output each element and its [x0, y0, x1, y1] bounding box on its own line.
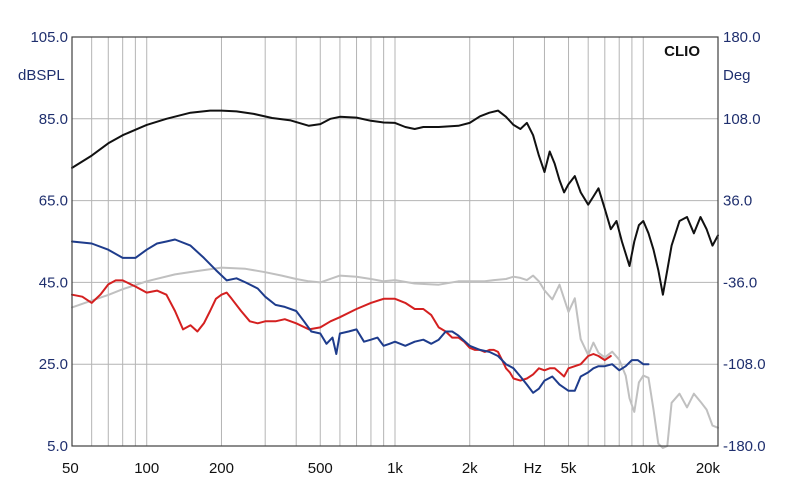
x-tick-label: 100 [134, 460, 159, 477]
y-left-tick-label: 5.0 [47, 438, 68, 455]
y-right-unit-label: Deg [723, 67, 751, 84]
series-line-red-curve [71, 279, 612, 382]
y-left-tick-label: 85.0 [39, 111, 68, 128]
y-left-unit-label: dBSPL [18, 67, 65, 84]
y-right-tick-label: -36.0 [723, 274, 757, 291]
y-left-tick-label: 25.0 [39, 356, 68, 373]
series-line-gray-curve [71, 266, 719, 449]
y-right-tick-label: -108.0 [723, 356, 766, 373]
series-line-black-curve [71, 109, 719, 296]
plot-frame [71, 36, 719, 447]
x-tick-label: 500 [308, 460, 333, 477]
x-unit-label: Hz [524, 460, 542, 477]
x-tick-label: 50 [62, 460, 79, 477]
y-left-tick-labels: 105.0 85.0 65.0 45.0 25.0 5.0 [30, 29, 68, 455]
x-tick-label: 10k [631, 460, 656, 477]
x-tick-label: 200 [209, 460, 234, 477]
y-right-tick-label: -180.0 [723, 438, 766, 455]
y-right-tick-label: 180.0 [723, 29, 761, 46]
series-line-blue-curve [71, 238, 650, 394]
y-left-tick-label: 45.0 [39, 274, 68, 291]
curves-layer [71, 109, 719, 449]
y-right-tick-label: 36.0 [723, 193, 752, 210]
x-tick-labels: 50 100 200 500 1k 2k 5k 10k 20k [62, 460, 720, 477]
x-tick-label: 1k [387, 460, 403, 477]
y-right-tick-labels: 180.0 108.0 36.0 -36.0 -108.0 -180.0 [723, 29, 766, 455]
brand-label: CLIO [664, 43, 700, 60]
x-tick-label: 20k [696, 460, 721, 477]
x-tick-label: 2k [462, 460, 478, 477]
vertical-grid [91, 37, 644, 446]
y-left-tick-label: 65.0 [39, 193, 68, 210]
y-left-tick-label: 105.0 [30, 29, 68, 46]
x-tick-label: 5k [561, 460, 577, 477]
y-right-tick-label: 108.0 [723, 111, 761, 128]
